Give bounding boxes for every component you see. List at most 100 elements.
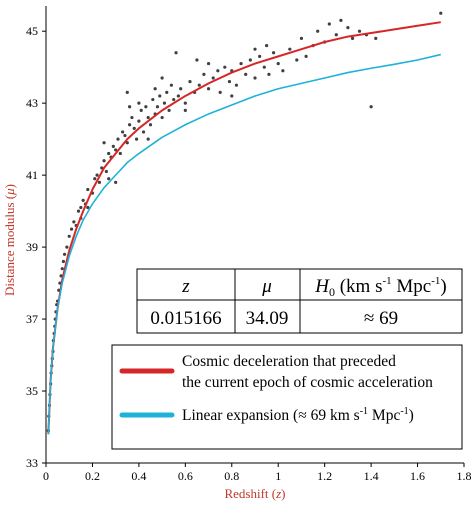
data-point	[125, 141, 129, 145]
table-header-h0: H0 (km s-1 Mpc-1)	[314, 275, 446, 299]
x-ticks: 0 0.2 0.4 0.6 0.8 1 1.2 1.4 1.6 1.8	[43, 463, 472, 483]
data-table: z μ H0 (km s-1 Mpc-1) 0.015166 34.09 ≈ 6…	[136, 268, 463, 334]
data-point	[304, 54, 308, 58]
data-point	[102, 141, 106, 145]
data-point	[239, 61, 243, 66]
table-header-mu: μ	[261, 276, 272, 297]
data-point	[197, 83, 201, 87]
y-ticks: 33 35 37 39 41 43 45	[26, 24, 46, 470]
data-point	[146, 137, 150, 141]
data-point	[160, 115, 164, 120]
data-point	[262, 65, 266, 69]
data-point	[327, 22, 331, 26]
data-point	[172, 97, 176, 102]
h0-symbol: H	[314, 276, 330, 297]
legend-label-deceleration-line2: the current epoch of cosmic acceleration	[182, 374, 433, 391]
h0-units-2: Mpc	[392, 276, 432, 297]
data-point	[76, 209, 81, 213]
data-point	[151, 97, 155, 102]
data-point	[216, 69, 220, 73]
data-point	[218, 90, 222, 94]
data-point	[79, 205, 83, 210]
y-axis-label: Distance modulus (μ)	[2, 184, 17, 296]
h0-units-1: (km s	[335, 276, 383, 297]
legend-linear-mid: Mpc	[368, 407, 400, 424]
data-point	[69, 227, 74, 231]
legend-linear-close: )	[409, 407, 414, 424]
data-point	[295, 58, 299, 62]
plot-area	[46, 11, 443, 435]
legend-linear-sup2: -1	[400, 406, 408, 417]
data-point	[132, 126, 136, 130]
data-point	[202, 72, 206, 76]
y-tick-label: 43	[26, 96, 38, 110]
legend-linear-main: Linear expansion (≈ 69 km s	[182, 407, 360, 424]
data-point	[86, 187, 90, 192]
y-tick-label: 33	[26, 456, 38, 470]
data-point	[439, 11, 443, 15]
data-point	[179, 87, 183, 91]
y-tick-label: 37	[26, 312, 38, 326]
data-point	[146, 115, 150, 120]
data-point	[128, 105, 132, 109]
x-tick-label: 1.4	[364, 469, 379, 483]
x-tick-label: 0	[43, 469, 49, 483]
data-point	[334, 33, 338, 37]
data-point	[114, 180, 118, 184]
data-point	[107, 177, 111, 181]
data-point	[95, 173, 99, 177]
data-point	[60, 267, 64, 271]
data-point	[93, 177, 97, 181]
data-point	[118, 151, 122, 156]
data-point	[350, 36, 355, 40]
x-axis-label-var: z	[275, 486, 281, 501]
data-point	[188, 79, 192, 84]
data-point	[97, 180, 102, 184]
table-value-h0: ≈ 69	[364, 308, 398, 329]
data-point	[183, 101, 187, 105]
data-point	[288, 47, 292, 51]
data-point	[67, 234, 71, 238]
data-point	[374, 36, 378, 40]
data-point	[144, 105, 148, 109]
data-point	[81, 198, 85, 202]
x-tick-label: 0.2	[85, 469, 100, 483]
y-axis-label-main: Distance modulus (	[2, 195, 17, 296]
data-point	[176, 94, 180, 98]
data-point	[61, 259, 66, 264]
data-point	[267, 72, 271, 76]
data-point	[153, 87, 157, 91]
data-point	[123, 133, 127, 138]
data-point	[137, 101, 141, 105]
data-point	[155, 105, 160, 109]
data-point	[114, 148, 118, 152]
data-point	[130, 115, 134, 120]
data-point	[174, 51, 178, 55]
data-point	[125, 90, 129, 94]
data-point	[271, 51, 276, 55]
table-value-mu: 34.09	[246, 308, 289, 329]
data-point	[121, 130, 125, 134]
data-point	[369, 105, 373, 109]
data-point	[276, 61, 280, 66]
h0-units-sup-2: -1	[431, 275, 440, 287]
x-tick-label: 1.2	[317, 469, 332, 483]
data-point	[158, 94, 162, 98]
table-header-z: z	[181, 276, 190, 297]
data-point	[206, 87, 211, 91]
data-point	[137, 119, 141, 123]
h0-subscript: 0	[329, 285, 335, 299]
data-point	[160, 76, 164, 80]
x-tick-label: 1.6	[410, 469, 425, 483]
y-tick-label: 39	[26, 240, 38, 254]
legend-frame	[111, 344, 463, 450]
y-tick-label: 45	[26, 24, 38, 38]
x-tick-label: 0.8	[224, 469, 239, 483]
h0-units-sup-1: -1	[382, 275, 391, 287]
x-tick-label: 0.6	[178, 469, 193, 483]
data-point	[253, 47, 257, 51]
legend-linear-sup1: -1	[360, 406, 368, 417]
data-point	[195, 58, 199, 62]
fit-lines	[47, 21, 441, 435]
